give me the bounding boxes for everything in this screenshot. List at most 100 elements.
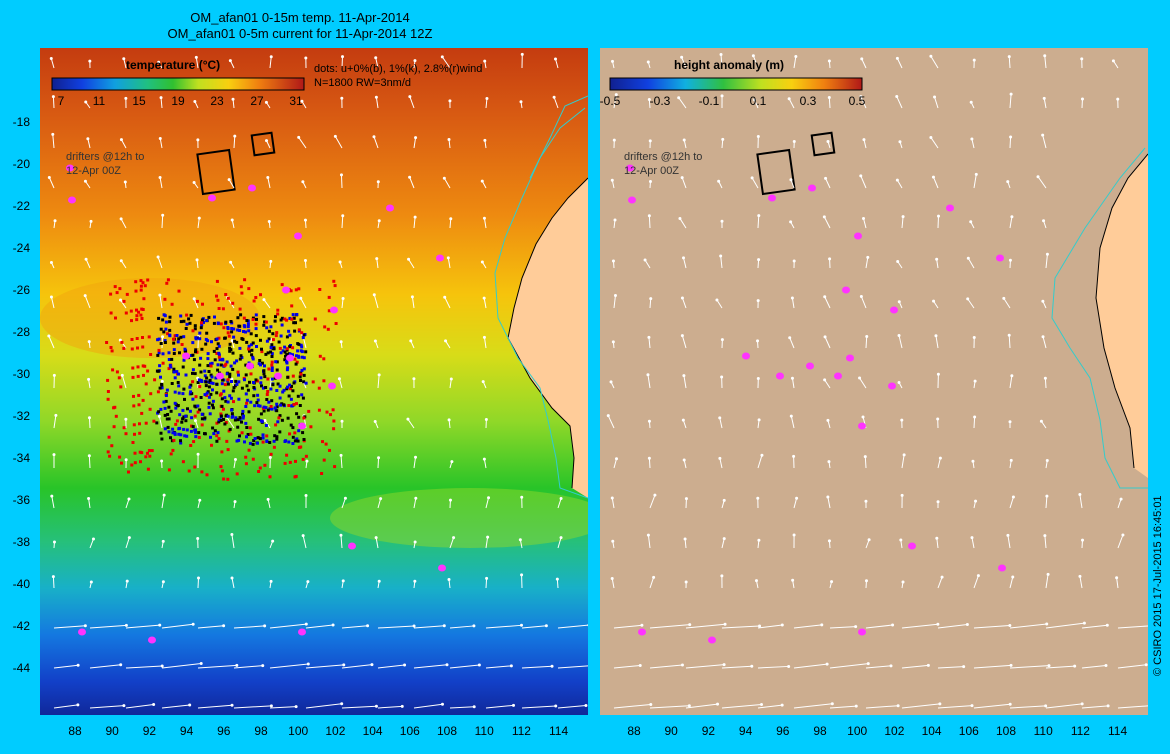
current-arrow-head (304, 56, 308, 60)
particle-dot (164, 327, 168, 331)
particle-dot (124, 311, 128, 315)
particle-dot (181, 460, 185, 464)
current-arrow-head (443, 295, 447, 299)
particle-dot (302, 380, 306, 384)
current-arrow-head (682, 138, 686, 142)
drifter-marker (776, 372, 784, 380)
particle-dot (324, 442, 328, 446)
current-arrow (338, 378, 343, 389)
particle-dot (208, 412, 212, 416)
current-arrow (269, 663, 309, 669)
particle-dot (219, 465, 223, 469)
particle-dot (142, 297, 146, 301)
drifter-markers (626, 164, 1006, 644)
particle-dot (333, 465, 337, 469)
particle-dot (216, 363, 220, 367)
current-arrow-head (898, 140, 902, 144)
current-arrow (89, 538, 94, 549)
current-arrow (159, 295, 163, 309)
particle-dot (242, 414, 245, 418)
drifters-label-line1: drifters @12h to (624, 151, 703, 163)
particle-dot (266, 377, 270, 381)
particle-dot (173, 401, 177, 405)
current-arrow-head (756, 299, 760, 303)
current-arrow-head (938, 456, 942, 460)
particle-dot (173, 376, 177, 380)
current-arrow-head (51, 95, 55, 99)
particle-dot (299, 372, 303, 376)
particle-dot (268, 407, 272, 411)
current-arrow (377, 625, 415, 629)
current-arrow-head (373, 420, 377, 424)
particle-dot (232, 335, 236, 339)
current-arrow-head (722, 663, 726, 667)
particle-dot (222, 418, 225, 421)
particle-dot (293, 431, 297, 435)
particle-dot (254, 313, 258, 317)
current-arrow-head (267, 220, 271, 224)
current-arrow (1081, 624, 1108, 629)
current-arrow (865, 705, 899, 709)
particle-dot (171, 427, 175, 431)
particle-dot (271, 332, 275, 336)
particle-dot (240, 431, 244, 435)
current-arrow-head (88, 59, 92, 63)
particle-dot (328, 448, 331, 452)
particle-dot (195, 299, 199, 303)
particle-dot (115, 291, 119, 295)
current-arrow-head (124, 96, 128, 100)
drifter-marker (890, 306, 898, 314)
particle-dot (309, 425, 313, 429)
particle-dot (270, 377, 274, 381)
current-arrow-head (753, 98, 757, 102)
particle-dot (203, 393, 207, 397)
particle-dot (260, 347, 263, 351)
current-arrow-head (787, 97, 791, 101)
particle-dot (185, 322, 189, 326)
longitude-tick-label: 112 (1070, 724, 1090, 738)
current-arrow (1081, 664, 1107, 669)
current-arrow-head (341, 579, 345, 583)
height-colorbar-title: height anomaly (m) (674, 58, 785, 72)
current-arrow (88, 417, 91, 429)
current-arrow (52, 576, 55, 589)
particle-dot (256, 398, 260, 402)
particle-dot (172, 370, 176, 374)
particle-dot (172, 367, 176, 371)
current-arrow (1079, 576, 1083, 589)
particle-dot (249, 343, 253, 347)
particle-dot (215, 439, 219, 443)
particle-dot (168, 363, 172, 367)
current-arrow (377, 498, 382, 509)
particle-dot (171, 431, 175, 435)
current-arrow-head (795, 496, 799, 500)
drifter-marker (216, 372, 224, 380)
particle-dot (200, 323, 204, 327)
current-arrow (226, 416, 235, 429)
particle-dot (173, 390, 177, 394)
particle-dot (299, 343, 303, 347)
current-arrow-head (196, 138, 200, 142)
drifter-marker (274, 372, 282, 380)
particle-dot (256, 393, 260, 397)
current-arrow-head (554, 57, 558, 61)
particle-dot (323, 325, 327, 329)
particle-dot (175, 370, 179, 374)
current-arrow-head (900, 418, 904, 422)
current-arrow (233, 625, 265, 629)
current-arrow-head (1007, 55, 1011, 59)
particle-dot (163, 339, 167, 343)
particle-dot (287, 394, 291, 398)
current-arrow (824, 336, 831, 349)
current-arrow (485, 624, 522, 629)
current-arrow (407, 418, 415, 429)
current-arrow (1045, 496, 1048, 509)
current-arrow-head (750, 176, 754, 180)
current-arrow-head (87, 454, 91, 458)
current-arrow-head (758, 624, 762, 628)
current-arrow (751, 177, 759, 189)
current-arrow (896, 96, 903, 109)
particle-dot (261, 440, 265, 444)
drifter-marker (768, 194, 776, 202)
particle-dot (300, 331, 304, 335)
